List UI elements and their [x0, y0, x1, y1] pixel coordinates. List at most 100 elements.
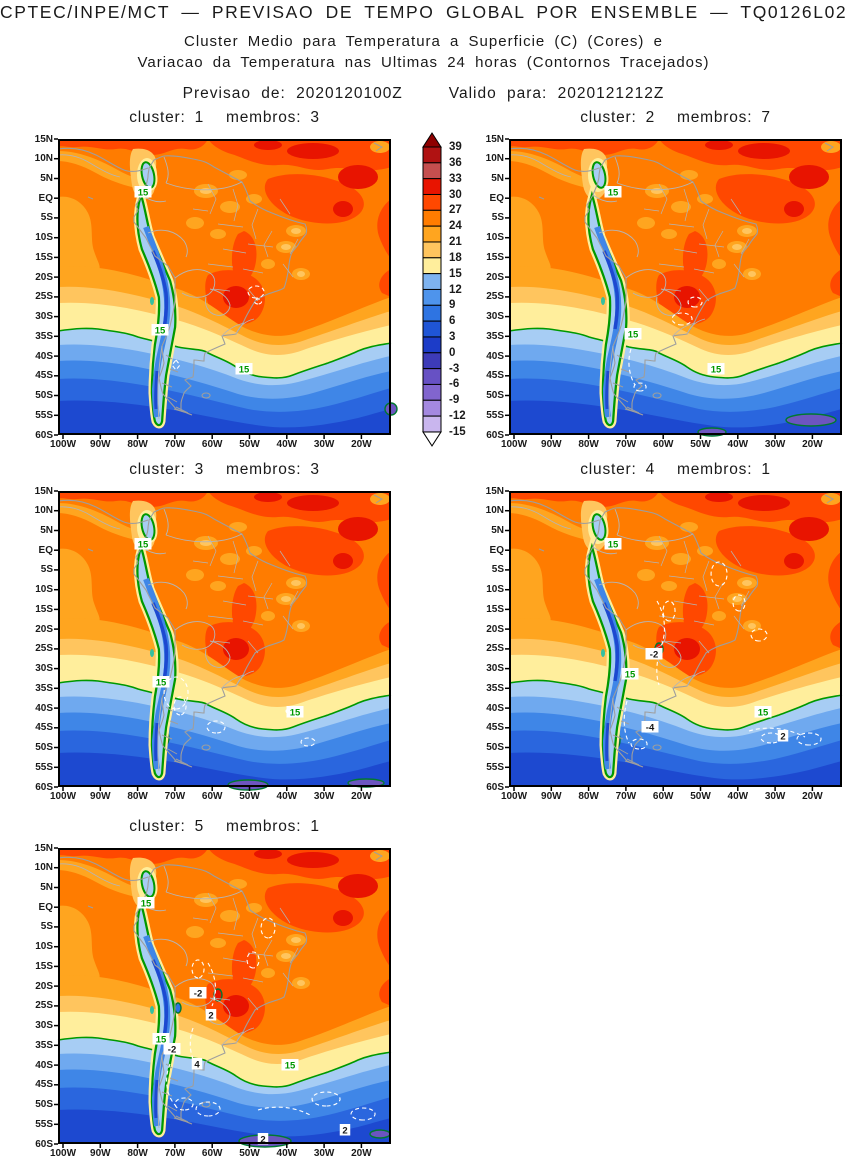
lat-tick-label: 25S: [486, 291, 504, 303]
colorbar-block: [422, 257, 442, 275]
panel-title: cluster: 2 membros: 7: [509, 109, 842, 127]
panel-title: cluster: 4 membros: 1: [509, 461, 842, 479]
lat-tick-label: 15S: [35, 603, 53, 615]
contour-label: -2: [189, 987, 207, 1000]
cluster-label: cluster:: [129, 461, 186, 478]
temp-variation-dashed-contour: [166, 1063, 177, 1107]
temp-variation-dashed-contour: [750, 628, 768, 642]
temp-variation-dashed-contour: [163, 676, 189, 710]
lon-tick-label: 90W: [90, 791, 111, 802]
lon-tick-label: 50W: [239, 791, 260, 802]
lon-tick-label: 60W: [201, 439, 223, 450]
colorbar-block: [422, 415, 442, 433]
svg-text:15: 15: [290, 708, 301, 719]
colorbar-block: [422, 273, 442, 290]
andes-cold-strip: [138, 551, 175, 776]
lat-tick-label: 15S: [486, 251, 504, 263]
svg-text:15: 15: [608, 540, 619, 551]
lat-tick-label: 15S: [486, 603, 504, 615]
forecast-valid-time: Valido para: 2020121212Z: [448, 85, 665, 102]
lat-tick-label: 5N: [491, 525, 504, 536]
temp-variation-dashed-contour: [350, 1107, 376, 1121]
temp-variation-dashed-contour: [662, 600, 676, 622]
andes-cold-strip: [138, 908, 175, 1133]
lat-tick-label: 20S: [35, 980, 53, 992]
lon-tick-label: 70W: [164, 1148, 186, 1159]
lat-tick-label: 15N: [485, 485, 504, 497]
lon-tick-label: 100W: [49, 791, 77, 802]
lat-tick-label: 40S: [486, 702, 504, 714]
lon-tick-label: 70W: [164, 439, 186, 450]
map-frame: [58, 139, 391, 435]
map-frame: [58, 848, 391, 1144]
colorbar-block: [422, 336, 442, 354]
lat-tick-label: 10S: [486, 584, 504, 596]
lat-tick-label: 25S: [35, 291, 53, 303]
lon-tick-label: 80W: [578, 439, 599, 450]
lat-tick-label: 20S: [35, 623, 53, 635]
map-frame: [58, 491, 391, 787]
colorbar-block: [422, 241, 442, 259]
cold-anomaly-patch: [785, 413, 837, 427]
colorbar-tick-label: 6: [449, 315, 456, 328]
lat-tick-label: 20S: [486, 623, 504, 635]
colorbar-tick-label: 9: [449, 299, 456, 312]
colorbar-block: [422, 304, 442, 322]
temp-variation-dashed-contour: [628, 348, 636, 386]
temp-variation-dashed-contour: [796, 732, 822, 746]
lat-tick-label: 55S: [35, 409, 53, 421]
temp-variation-dashed-contour: [171, 359, 181, 371]
colorbar-tick-label: -15: [449, 425, 466, 438]
panel-title: cluster: 3 membros: 3: [58, 461, 391, 479]
lon-tick-label: 40W: [276, 439, 298, 450]
lat-tick-label: 45S: [486, 370, 504, 382]
map-area: 15 -2 15 -4 15 2: [505, 490, 843, 791]
contour-label: 15: [281, 1059, 299, 1072]
colorbar-block: [422, 193, 442, 211]
temp-variation-dashed-contour: [710, 561, 728, 587]
svg-text:15: 15: [711, 365, 722, 376]
colorbar-block: [422, 178, 442, 195]
lat-tick-label: 35S: [486, 682, 504, 694]
andes-cold-strip: [138, 199, 175, 424]
lat-tick-label: 15S: [35, 960, 53, 972]
contour-15c: [57, 679, 392, 731]
south-america-map: 15 15 15: [505, 138, 843, 439]
colorbar-tick-label: 24: [449, 220, 462, 233]
svg-text:15: 15: [156, 1035, 167, 1046]
forecast-panel-cluster-3: cluster: 3 membros: 3 15 15 15 15N 10N 5N EQ 5S 10S 1…: [18, 461, 411, 807]
coastline: [584, 507, 759, 768]
colorbar-block: [422, 399, 442, 417]
temp-variation-dashed-contour: [173, 696, 187, 716]
colorbar-block: [422, 288, 442, 306]
temp-variation-dashed-contour: [206, 720, 226, 734]
contour-label: -2: [163, 1043, 181, 1056]
map-area: 15 15 15: [54, 490, 392, 791]
lat-tick-label: 10N: [34, 505, 53, 517]
lon-tick-label: 80W: [127, 439, 148, 450]
svg-text:15: 15: [156, 678, 167, 689]
south-america-map: 15 -2 15 -4 15 2: [505, 490, 843, 791]
svg-text:15: 15: [628, 330, 639, 341]
lat-tick-label: 55S: [486, 761, 504, 773]
colorbar-tick-label: -6: [449, 378, 460, 391]
lon-tick-label: 50W: [239, 1148, 260, 1159]
contour-label: 2: [257, 1133, 269, 1146]
lat-tick-label: EQ: [38, 544, 53, 556]
lon-tick-label: 20W: [802, 791, 823, 802]
membros-value: 1: [761, 461, 771, 478]
lon-tick-label: 90W: [541, 439, 562, 450]
temp-variation-dashed-contour: [623, 700, 630, 744]
lat-tick-label: 60S: [35, 429, 53, 441]
contour-label: 15: [152, 1033, 170, 1046]
lat-tick-label: 45S: [35, 370, 53, 382]
contour-label: 2: [777, 730, 789, 743]
colorbar-tick-label: 27: [449, 204, 462, 217]
lon-tick-label: 40W: [727, 439, 749, 450]
cold-anomaly-patch: [369, 1129, 391, 1139]
forecast-panel-cluster-5: cluster: 5 membros: 1 15 -2 2 15 -2 4 15 2 2 15N 10N 5N…: [18, 818, 411, 1164]
lat-tick-label: 50S: [35, 742, 53, 753]
map-area: 15 -2 2 15 -2 4 15 2 2: [54, 847, 392, 1148]
lat-tick-label: 30S: [35, 663, 53, 675]
